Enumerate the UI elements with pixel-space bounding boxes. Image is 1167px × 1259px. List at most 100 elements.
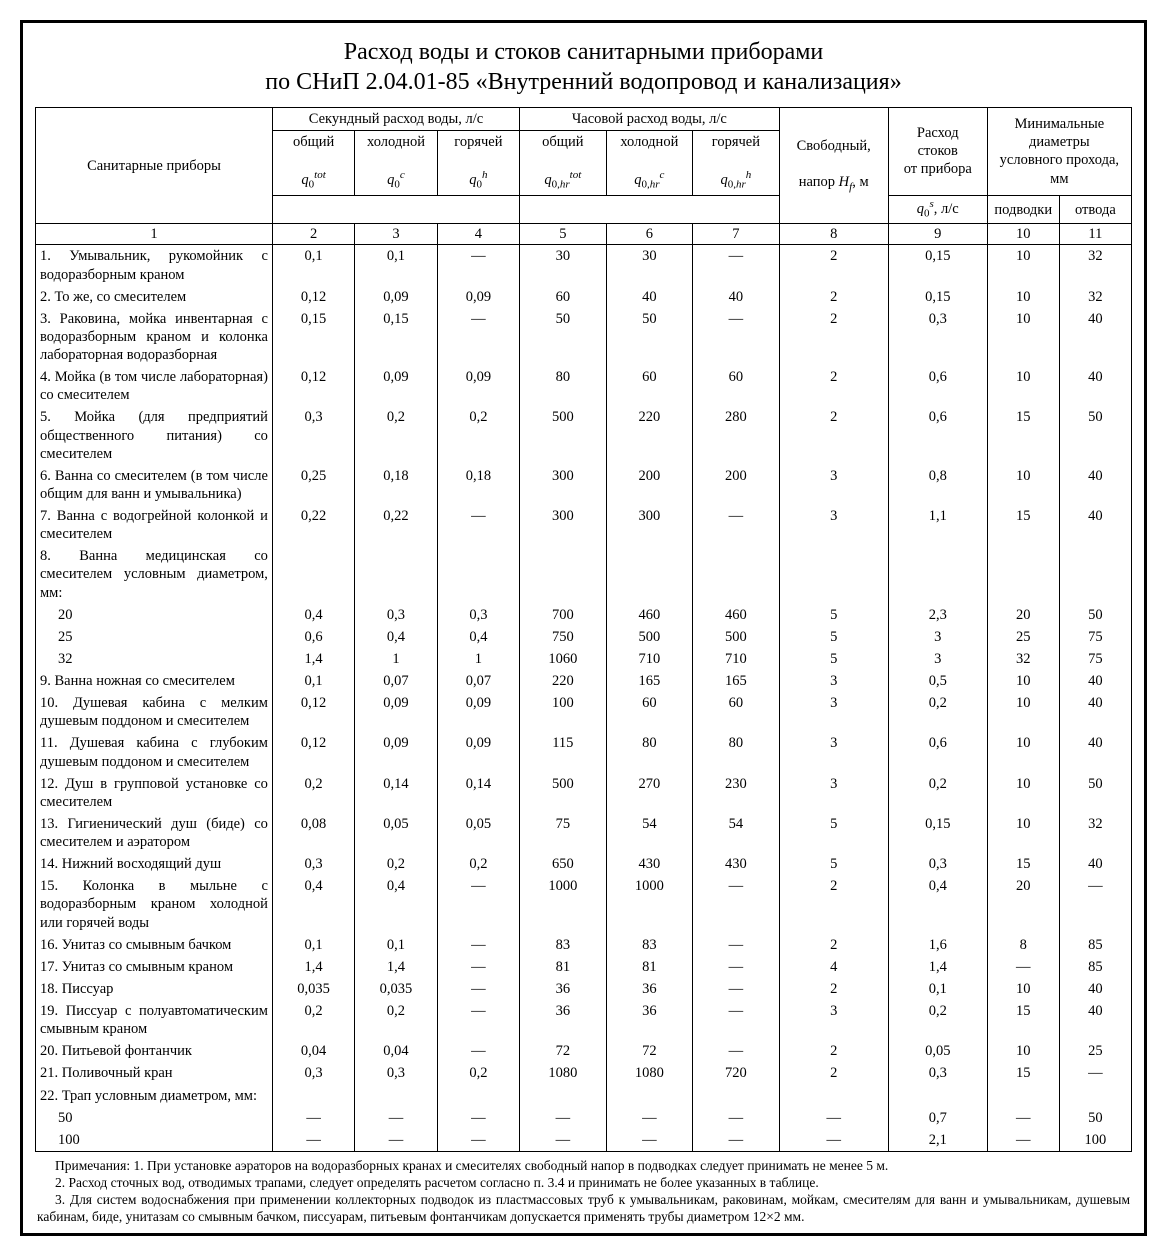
value-cell: 0,6 [272, 626, 354, 648]
value-cell [1059, 545, 1131, 603]
colnum-cell: 4 [437, 224, 519, 245]
value-cell: 0,18 [437, 465, 519, 505]
value-cell: — [437, 308, 519, 366]
value-cell: 500 [520, 406, 607, 464]
hdr-drain: Расход стоков от прибора [888, 108, 987, 196]
value-cell: 85 [1059, 934, 1131, 956]
value-cell: 0,4 [437, 626, 519, 648]
table-row: 14. Нижний восходящий душ0,30,20,2650430… [36, 853, 1132, 875]
value-cell: 10 [987, 773, 1059, 813]
value-cell: — [437, 934, 519, 956]
value-cell: 83 [606, 934, 693, 956]
value-cell: 40 [1059, 366, 1131, 406]
value-cell: 0,4 [888, 875, 987, 933]
value-cell: 75 [1059, 626, 1131, 648]
value-cell: 300 [606, 505, 693, 545]
value-cell: 1060 [520, 648, 607, 670]
value-cell: 2 [779, 286, 888, 308]
table-row: 3. Раковина, мойка инвентарная с водораз… [36, 308, 1132, 366]
value-cell: 2 [779, 366, 888, 406]
device-name-cell: 18. Писсуар [36, 978, 273, 1000]
table-row: 9. Ванна ножная со смесителем0,10,070,07… [36, 670, 1132, 692]
value-cell: — [693, 934, 780, 956]
device-name-cell: 1. Умывальник, рукомойник с водоразборны… [36, 245, 273, 286]
value-cell: 460 [693, 604, 780, 626]
hdr-hour-group: Часовой расход воды, л/с [520, 108, 780, 131]
value-cell: 1 [437, 648, 519, 670]
value-cell: 270 [606, 773, 693, 813]
value-cell: 280 [693, 406, 780, 464]
value-cell: 0,22 [355, 505, 437, 545]
value-cell [1059, 1085, 1131, 1107]
value-cell: 1,4 [355, 956, 437, 978]
value-cell: 10 [987, 245, 1059, 286]
value-cell: — [693, 1000, 780, 1040]
value-cell: 2 [779, 245, 888, 286]
value-cell: 40 [1059, 692, 1131, 732]
device-name-cell: 4. Мойка (в том числе лабораторная) со с… [36, 366, 273, 406]
value-cell: 72 [606, 1040, 693, 1062]
title-line-1: Расход воды и стоков санитарными прибора… [344, 39, 824, 65]
value-cell: 3 [779, 1000, 888, 1040]
value-cell: 0,6 [888, 732, 987, 772]
hdr-hr-total: общий q0,hrtot [520, 131, 607, 196]
value-cell: 1,4 [272, 648, 354, 670]
value-cell: 0,14 [355, 773, 437, 813]
colnum-cell: 11 [1059, 224, 1131, 245]
value-cell: 30 [520, 245, 607, 286]
value-cell: 60 [693, 366, 780, 406]
value-cell: — [693, 978, 780, 1000]
value-cell: 54 [606, 813, 693, 853]
device-name-cell: 21. Поливочный кран [36, 1062, 273, 1084]
value-cell: 0,3 [355, 1062, 437, 1084]
value-cell: 0,2 [437, 1062, 519, 1084]
value-cell: 0,4 [355, 626, 437, 648]
value-cell [520, 1085, 607, 1107]
value-cell: — [437, 1129, 519, 1152]
table-row: 17. Унитаз со смывным краном1,41,4—8181—… [36, 956, 1132, 978]
device-name-cell: 3. Раковина, мойка инвентарная с водораз… [36, 308, 273, 366]
value-cell: 0,3 [888, 853, 987, 875]
value-cell: 500 [693, 626, 780, 648]
value-cell: 81 [520, 956, 607, 978]
value-cell: 0,3 [272, 853, 354, 875]
value-cell: 0,2 [272, 1000, 354, 1040]
value-cell: 0,6 [888, 366, 987, 406]
colnum-cell: 7 [693, 224, 780, 245]
value-cell: 50 [1059, 406, 1131, 464]
value-cell: — [437, 956, 519, 978]
value-cell: 100 [520, 692, 607, 732]
value-cell: 1000 [520, 875, 607, 933]
page-title: Расход воды и стоков санитарными прибора… [23, 37, 1144, 97]
value-cell: 10 [987, 366, 1059, 406]
value-cell: 10 [987, 978, 1059, 1000]
value-cell: 40 [1059, 1000, 1131, 1040]
value-cell: 300 [520, 465, 607, 505]
value-cell: 3 [779, 670, 888, 692]
value-cell: 2,1 [888, 1129, 987, 1152]
value-cell: 0,3 [888, 308, 987, 366]
value-cell: 2 [779, 934, 888, 956]
value-cell: — [437, 1107, 519, 1129]
value-cell: 2 [779, 308, 888, 366]
value-cell: 15 [987, 853, 1059, 875]
device-name-cell: 14. Нижний восходящий душ [36, 853, 273, 875]
value-cell: 1,4 [272, 956, 354, 978]
value-cell [987, 545, 1059, 603]
hdr-sec-hot: горячей q0h [437, 131, 519, 196]
value-cell: 0,05 [355, 813, 437, 853]
value-cell: 1,1 [888, 505, 987, 545]
value-cell: 80 [520, 366, 607, 406]
value-cell: 0,2 [888, 1000, 987, 1040]
title-line-2: по СНиП 2.04.01-85 «Внутренний водопрово… [265, 69, 901, 95]
value-cell: 3 [888, 626, 987, 648]
value-cell: — [1059, 1062, 1131, 1084]
value-cell: 5 [779, 604, 888, 626]
value-cell: 50 [1059, 1107, 1131, 1129]
value-cell: 40 [1059, 505, 1131, 545]
value-cell: — [987, 956, 1059, 978]
value-cell: 0,035 [272, 978, 354, 1000]
value-cell: 75 [1059, 648, 1131, 670]
value-cell: 60 [520, 286, 607, 308]
value-cell: 85 [1059, 956, 1131, 978]
